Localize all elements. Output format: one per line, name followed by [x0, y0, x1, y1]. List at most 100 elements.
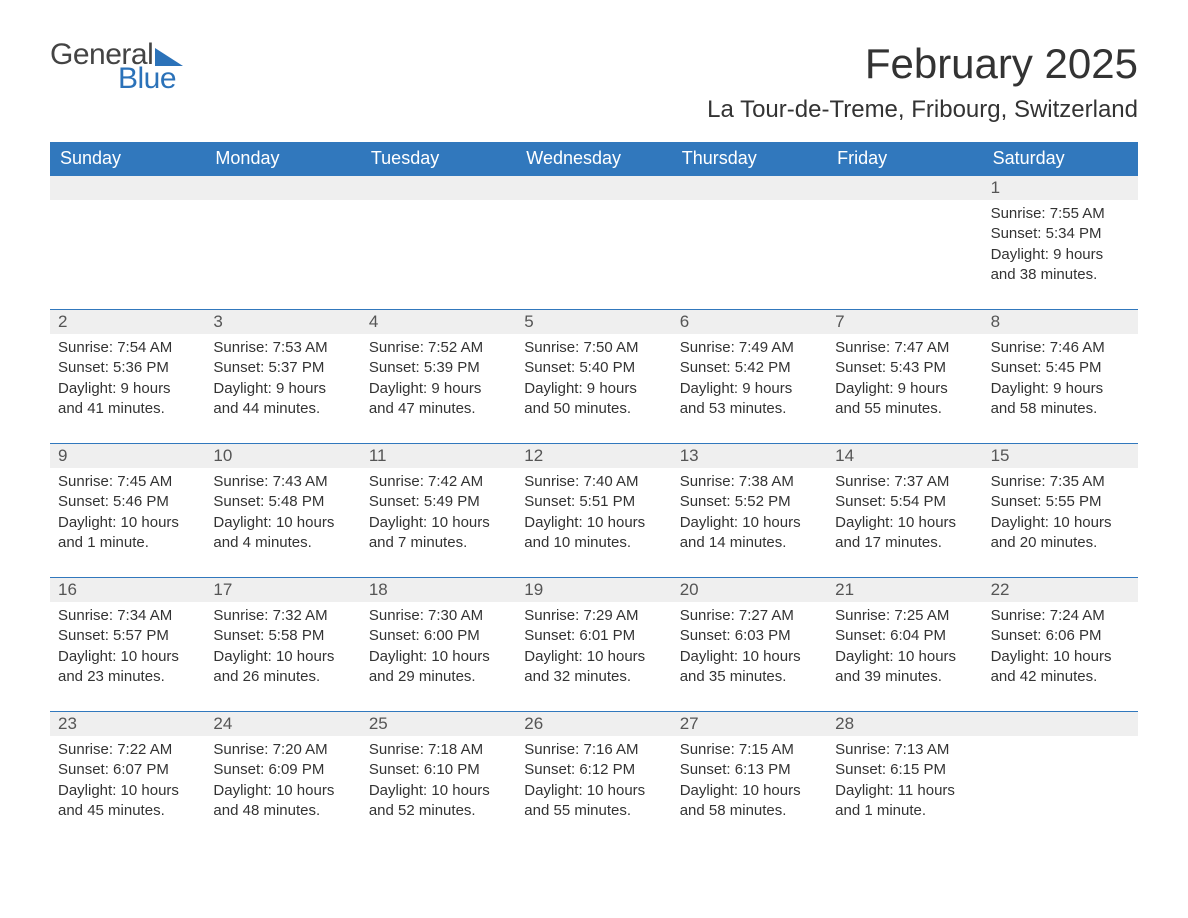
- day-line: Daylight: 10 hours: [369, 781, 508, 801]
- day-line: Daylight: 11 hours: [835, 781, 974, 801]
- day-line: Sunset: 5:58 PM: [213, 626, 352, 646]
- day-line: Sunrise: 7:50 AM: [524, 338, 663, 358]
- day-line: Sunrise: 7:49 AM: [680, 338, 819, 358]
- day-cell: Sunrise: 7:45 AMSunset: 5:46 PMDaylight:…: [50, 468, 205, 559]
- day-line: Sunrise: 7:37 AM: [835, 472, 974, 492]
- dayname-friday: Friday: [827, 142, 982, 175]
- dayname-row: Sunday Monday Tuesday Wednesday Thursday…: [50, 142, 1138, 175]
- day-line: Sunset: 6:00 PM: [369, 626, 508, 646]
- day-number: 16: [50, 578, 205, 602]
- day-line: Daylight: 9 hours: [369, 379, 508, 399]
- day-number: 8: [983, 310, 1138, 334]
- day-line: Daylight: 10 hours: [213, 513, 352, 533]
- day-number: 22: [983, 578, 1138, 602]
- day-line: and 17 minutes.: [835, 533, 974, 553]
- day-line: and 55 minutes.: [524, 801, 663, 821]
- day-line: Sunrise: 7:46 AM: [991, 338, 1130, 358]
- day-cell: Sunrise: 7:18 AMSunset: 6:10 PMDaylight:…: [361, 736, 516, 827]
- day-number: [50, 176, 205, 200]
- day-line: Sunset: 5:34 PM: [991, 224, 1130, 244]
- day-number: 3: [205, 310, 360, 334]
- day-line: Daylight: 9 hours: [58, 379, 197, 399]
- day-cell: Sunrise: 7:35 AMSunset: 5:55 PMDaylight:…: [983, 468, 1138, 559]
- day-number: [983, 712, 1138, 736]
- day-number: [827, 176, 982, 200]
- day-cell: Sunrise: 7:54 AMSunset: 5:36 PMDaylight:…: [50, 334, 205, 425]
- day-cell: [672, 200, 827, 291]
- dayname-thursday: Thursday: [672, 142, 827, 175]
- day-cell: [827, 200, 982, 291]
- day-cell: Sunrise: 7:15 AMSunset: 6:13 PMDaylight:…: [672, 736, 827, 827]
- day-line: and 26 minutes.: [213, 667, 352, 687]
- day-number: [672, 176, 827, 200]
- day-line: Sunset: 6:03 PM: [680, 626, 819, 646]
- day-number: 14: [827, 444, 982, 468]
- day-line: Daylight: 9 hours: [991, 379, 1130, 399]
- day-cell: Sunrise: 7:53 AMSunset: 5:37 PMDaylight:…: [205, 334, 360, 425]
- day-cell: Sunrise: 7:34 AMSunset: 5:57 PMDaylight:…: [50, 602, 205, 693]
- day-line: and 52 minutes.: [369, 801, 508, 821]
- day-number: [516, 176, 671, 200]
- day-number: 1: [983, 176, 1138, 200]
- day-line: Sunset: 6:06 PM: [991, 626, 1130, 646]
- day-line: Sunset: 5:45 PM: [991, 358, 1130, 378]
- day-line: Sunset: 5:49 PM: [369, 492, 508, 512]
- day-line: Sunrise: 7:13 AM: [835, 740, 974, 760]
- day-number: 19: [516, 578, 671, 602]
- day-line: Sunrise: 7:22 AM: [58, 740, 197, 760]
- day-line: Sunset: 6:13 PM: [680, 760, 819, 780]
- day-line: Sunset: 5:55 PM: [991, 492, 1130, 512]
- day-cell: Sunrise: 7:38 AMSunset: 5:52 PMDaylight:…: [672, 468, 827, 559]
- day-line: Sunset: 5:42 PM: [680, 358, 819, 378]
- day-line: and 47 minutes.: [369, 399, 508, 419]
- day-line: Sunset: 5:57 PM: [58, 626, 197, 646]
- day-cell: Sunrise: 7:30 AMSunset: 6:00 PMDaylight:…: [361, 602, 516, 693]
- day-line: Sunrise: 7:55 AM: [991, 204, 1130, 224]
- day-cell: Sunrise: 7:32 AMSunset: 5:58 PMDaylight:…: [205, 602, 360, 693]
- calendar-week: 232425262728Sunrise: 7:22 AMSunset: 6:07…: [50, 711, 1138, 827]
- day-line: Sunset: 5:37 PM: [213, 358, 352, 378]
- day-line: Sunset: 5:52 PM: [680, 492, 819, 512]
- day-cell: Sunrise: 7:13 AMSunset: 6:15 PMDaylight:…: [827, 736, 982, 827]
- day-line: Daylight: 10 hours: [58, 647, 197, 667]
- day-cell: Sunrise: 7:43 AMSunset: 5:48 PMDaylight:…: [205, 468, 360, 559]
- dayname-sunday: Sunday: [50, 142, 205, 175]
- calendar-week: 1Sunrise: 7:55 AMSunset: 5:34 PMDaylight…: [50, 175, 1138, 291]
- day-number: 17: [205, 578, 360, 602]
- title-block: February 2025 La Tour-de-Treme, Fribourg…: [707, 40, 1138, 124]
- day-line: Daylight: 10 hours: [369, 513, 508, 533]
- day-line: Sunset: 5:40 PM: [524, 358, 663, 378]
- day-line: Sunrise: 7:34 AM: [58, 606, 197, 626]
- day-line: Sunset: 6:01 PM: [524, 626, 663, 646]
- logo: General Blue: [50, 40, 183, 94]
- day-line: Daylight: 9 hours: [680, 379, 819, 399]
- day-cell: Sunrise: 7:27 AMSunset: 6:03 PMDaylight:…: [672, 602, 827, 693]
- day-line: Sunset: 5:46 PM: [58, 492, 197, 512]
- day-line: and 35 minutes.: [680, 667, 819, 687]
- day-line: Daylight: 10 hours: [58, 513, 197, 533]
- dayname-wednesday: Wednesday: [516, 142, 671, 175]
- day-line: and 44 minutes.: [213, 399, 352, 419]
- day-line: Daylight: 10 hours: [835, 513, 974, 533]
- day-line: and 7 minutes.: [369, 533, 508, 553]
- day-line: Daylight: 10 hours: [213, 781, 352, 801]
- day-cell: Sunrise: 7:49 AMSunset: 5:42 PMDaylight:…: [672, 334, 827, 425]
- day-cell: Sunrise: 7:52 AMSunset: 5:39 PMDaylight:…: [361, 334, 516, 425]
- calendar-week: 16171819202122Sunrise: 7:34 AMSunset: 5:…: [50, 577, 1138, 693]
- day-line: Daylight: 9 hours: [524, 379, 663, 399]
- page-header: General Blue February 2025 La Tour-de-Tr…: [50, 40, 1138, 124]
- day-line: and 48 minutes.: [213, 801, 352, 821]
- day-line: and 29 minutes.: [369, 667, 508, 687]
- day-number: 7: [827, 310, 982, 334]
- day-number: 20: [672, 578, 827, 602]
- day-line: and 32 minutes.: [524, 667, 663, 687]
- day-line: and 14 minutes.: [680, 533, 819, 553]
- day-number: 18: [361, 578, 516, 602]
- day-cell: [361, 200, 516, 291]
- day-cell: Sunrise: 7:20 AMSunset: 6:09 PMDaylight:…: [205, 736, 360, 827]
- day-cell: Sunrise: 7:50 AMSunset: 5:40 PMDaylight:…: [516, 334, 671, 425]
- day-line: Sunrise: 7:52 AM: [369, 338, 508, 358]
- day-line: Sunset: 6:04 PM: [835, 626, 974, 646]
- dayname-saturday: Saturday: [983, 142, 1138, 175]
- day-line: Sunrise: 7:15 AM: [680, 740, 819, 760]
